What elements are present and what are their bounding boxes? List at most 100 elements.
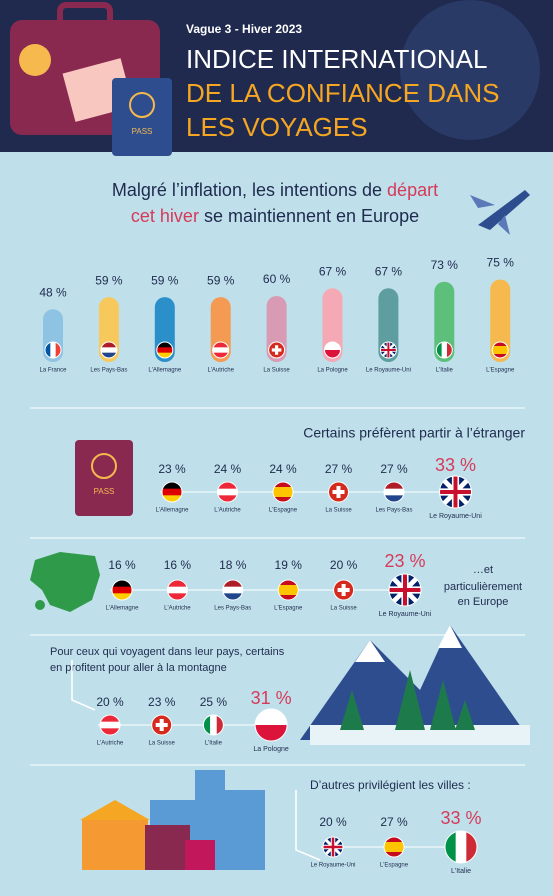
flag-ring bbox=[383, 481, 405, 503]
flag-ring bbox=[383, 836, 405, 858]
flag-stripe bbox=[441, 342, 448, 358]
flag-ring bbox=[151, 714, 173, 736]
section-title: D’autres privilégient les villes : bbox=[310, 778, 471, 792]
flag-body bbox=[100, 342, 117, 358]
flag-ring bbox=[222, 579, 244, 601]
value-label: 31 % bbox=[251, 688, 292, 708]
value-label: 23 % bbox=[148, 695, 176, 709]
flag-stripe bbox=[222, 593, 243, 600]
passport: PASS bbox=[75, 440, 133, 516]
note-line: particulièrement bbox=[444, 581, 522, 593]
flag bbox=[324, 341, 341, 359]
flag bbox=[156, 341, 174, 359]
country-label: L'Espagne bbox=[380, 863, 409, 869]
flag-ring bbox=[100, 341, 118, 359]
intro-line: Malgré l’inflation, les intentions de dé… bbox=[112, 180, 438, 200]
flag-body bbox=[222, 580, 243, 600]
flag-stripe bbox=[384, 482, 404, 490]
flag-stripe bbox=[212, 342, 229, 348]
value-label: 48 % bbox=[39, 285, 67, 299]
flag-stripe bbox=[45, 342, 51, 358]
value-label: 60 % bbox=[263, 272, 291, 286]
flag-cross bbox=[323, 837, 343, 857]
value-label: 59 % bbox=[207, 273, 235, 287]
flag-cross bbox=[380, 342, 397, 358]
flag-stripe bbox=[492, 346, 509, 354]
flag-stripe bbox=[273, 487, 293, 497]
category-label: La Pologne bbox=[317, 368, 348, 374]
flag-ring bbox=[388, 573, 422, 607]
flag-stripe bbox=[167, 593, 188, 600]
flag-cross bbox=[155, 719, 168, 731]
buildings bbox=[71, 660, 321, 870]
flag-body bbox=[436, 342, 453, 358]
wave: Vague 3 - Hiver 2023 bbox=[186, 22, 302, 36]
flag-body bbox=[100, 715, 120, 735]
flag-body bbox=[45, 342, 61, 358]
flag-ring bbox=[254, 708, 288, 742]
flag-stripe bbox=[162, 488, 182, 496]
flag-stripe bbox=[112, 593, 132, 600]
flag-stripe bbox=[445, 831, 457, 863]
value-label: 67 % bbox=[319, 264, 347, 278]
flag-body bbox=[278, 580, 299, 600]
country-label: L'Allemagne bbox=[156, 508, 189, 514]
country-label: L'Allemagne bbox=[106, 606, 139, 612]
flag-stripe bbox=[212, 352, 229, 358]
bar bbox=[490, 279, 511, 362]
flag-stripe bbox=[100, 342, 117, 348]
flag bbox=[383, 836, 405, 858]
flag bbox=[272, 481, 294, 503]
country-label: La Pologne bbox=[253, 746, 289, 753]
flag-body bbox=[156, 342, 173, 358]
value-label: 27 % bbox=[380, 462, 408, 476]
flag-ring bbox=[444, 830, 478, 864]
flag-ring bbox=[272, 481, 294, 503]
flag-ring bbox=[277, 579, 299, 601]
flag-body bbox=[439, 476, 472, 508]
country-label: L'Autriche bbox=[97, 741, 124, 747]
flag-body bbox=[268, 342, 285, 358]
value-label: 33 % bbox=[435, 455, 476, 475]
flag-cross bbox=[389, 574, 421, 606]
flag-stripe bbox=[216, 715, 224, 735]
flag bbox=[322, 836, 344, 858]
flag-ring bbox=[99, 714, 121, 736]
flag-stripe bbox=[255, 709, 288, 726]
category-label: L'Espagne bbox=[486, 368, 515, 374]
dividers bbox=[30, 407, 525, 766]
flag-ring bbox=[202, 714, 224, 736]
value-label: 59 % bbox=[151, 273, 179, 287]
flag-ring bbox=[161, 481, 183, 503]
flag-ring bbox=[156, 341, 174, 359]
europe-map bbox=[30, 552, 100, 612]
flag bbox=[151, 714, 173, 736]
flag bbox=[388, 573, 422, 607]
flag-ring bbox=[328, 481, 349, 503]
country-label: La Suisse bbox=[330, 606, 357, 612]
section-text: Pour ceux qui voyagent dans leur pays, c… bbox=[50, 646, 285, 658]
flag-body bbox=[445, 831, 477, 863]
flag bbox=[111, 579, 133, 601]
value-label: 16 % bbox=[164, 558, 192, 572]
flag-stripe bbox=[50, 342, 57, 358]
intro-text: Malgré l’inflation, les intentions de bbox=[112, 180, 387, 200]
flag-stripe bbox=[255, 725, 288, 741]
flag bbox=[277, 579, 299, 601]
value-label: 27 % bbox=[380, 815, 408, 829]
country-label: L'Autriche bbox=[164, 606, 191, 612]
value-label: 23 % bbox=[158, 462, 186, 476]
flag-stripe bbox=[210, 715, 218, 735]
flag-stripe bbox=[100, 728, 120, 735]
flag-cross bbox=[337, 584, 350, 596]
flag-body bbox=[203, 715, 224, 735]
category-label: L'Allemagne bbox=[148, 368, 181, 374]
flag-stripe bbox=[112, 580, 132, 588]
intro-text: se maintiennent en Europe bbox=[199, 206, 419, 226]
value-label: 24 % bbox=[269, 462, 297, 476]
value-label: 20 % bbox=[96, 695, 124, 709]
flag-ring bbox=[322, 836, 344, 858]
value-label: 16 % bbox=[108, 558, 136, 572]
flag-stripe bbox=[436, 342, 443, 358]
flag-body bbox=[273, 482, 293, 502]
